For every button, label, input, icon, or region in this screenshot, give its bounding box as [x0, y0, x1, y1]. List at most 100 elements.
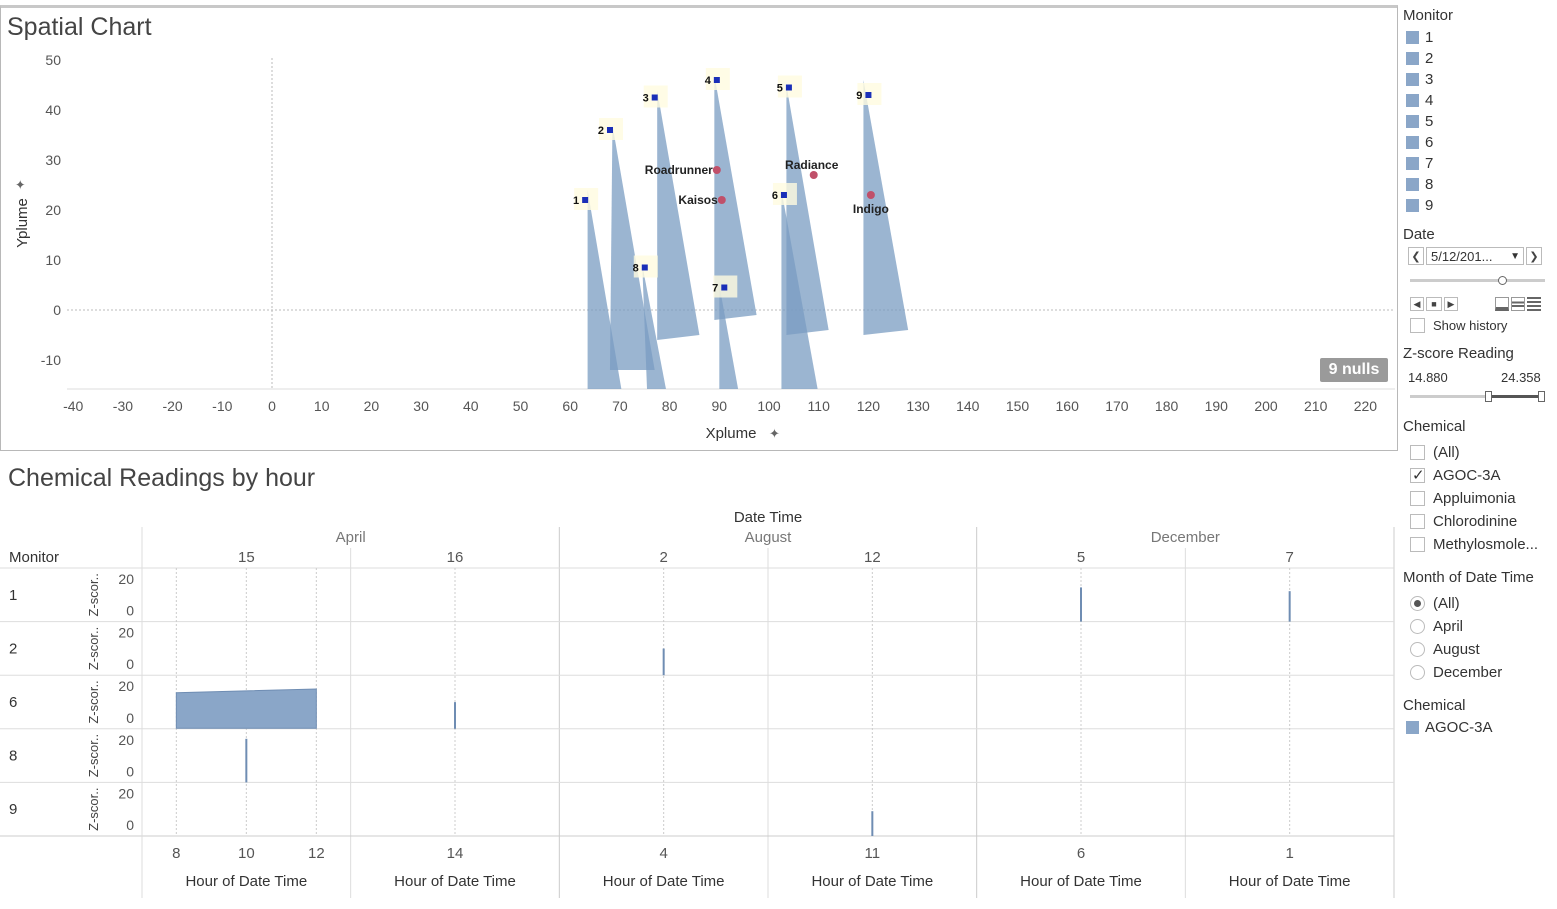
chemical-option-chlorodinine[interactable]: Chlorodinine [1410, 510, 1517, 532]
legend-swatch [1406, 51, 1419, 65]
play-back-button[interactable]: ◀ [1410, 297, 1424, 311]
factory-marker-kaisos[interactable] [717, 196, 726, 204]
row-label: 2 [9, 640, 17, 657]
y-axis-title: Yplume [14, 198, 31, 248]
monitor-marker-3[interactable] [651, 94, 658, 101]
nulls-badge[interactable]: 9 nulls [1320, 358, 1388, 382]
y-tick-label: 20 [118, 678, 134, 694]
month-option-august[interactable]: August [1410, 638, 1480, 660]
y-tick-label: 20 [45, 202, 61, 218]
plume-6[interactable] [781, 190, 818, 395]
date-slider-handle[interactable] [1498, 276, 1507, 285]
chemical-option-label: AGOC-3A [1433, 466, 1501, 484]
reading-area[interactable] [175, 688, 317, 729]
monitor-marker-7[interactable] [721, 284, 728, 291]
monitor-legend-item-1[interactable]: 1 [1406, 27, 1433, 47]
monitor-legend-item-8[interactable]: 8 [1406, 174, 1433, 194]
y-tick-label: 20 [118, 732, 134, 748]
plume-3[interactable] [657, 90, 700, 340]
plume-9[interactable] [863, 80, 909, 335]
month-option-december[interactable]: December [1410, 661, 1502, 683]
monitor-legend-item-4[interactable]: 4 [1406, 90, 1433, 110]
checkbox[interactable] [1410, 536, 1425, 552]
month-option--all-[interactable]: (All) [1410, 592, 1460, 614]
x-tick-label: 170 [1105, 398, 1129, 414]
x-tick-label: 200 [1254, 398, 1278, 414]
date-slider-track[interactable] [1410, 279, 1545, 282]
checkbox[interactable] [1410, 513, 1425, 529]
month-option-april[interactable]: April [1410, 615, 1463, 637]
monitor-legend-item-2[interactable]: 2 [1406, 48, 1433, 68]
monitor-legend-item-6[interactable]: 6 [1406, 132, 1433, 152]
monitor-legend-item-7[interactable]: 7 [1406, 153, 1433, 173]
plume-7[interactable] [719, 285, 739, 395]
plume-1[interactable] [587, 190, 623, 395]
monitor-marker-9[interactable] [865, 92, 872, 98]
monitor-marker-2[interactable] [606, 127, 613, 133]
chemical-option-agoc-3a[interactable]: AGOC-3A [1410, 464, 1501, 486]
stop-button[interactable]: ■ [1426, 297, 1442, 311]
monitor-legend-item-9[interactable]: 9 [1406, 195, 1433, 215]
date-control: ❮ 5/12/201... ▼ ❯ [1408, 246, 1546, 266]
y-tick-label: 0 [126, 603, 134, 619]
checkbox[interactable] [1410, 490, 1425, 506]
monitor-legend-label: 6 [1425, 133, 1434, 151]
monitor-legend-item-5[interactable]: 5 [1406, 111, 1433, 131]
chemical-option-methylosmole-[interactable]: Methylosmole... [1410, 533, 1538, 555]
checkbox[interactable] [1410, 466, 1425, 484]
show-history-box[interactable] [1410, 317, 1425, 333]
row-axis-label: Z-scor.. [86, 788, 101, 831]
chemical-option--all-[interactable]: (All) [1410, 441, 1460, 463]
chemical-option-label: Appluimonia [1433, 489, 1516, 507]
chemical-legend-item[interactable]: AGOC-3A [1406, 717, 1493, 737]
zscore-slider-min-handle[interactable] [1485, 391, 1492, 402]
show-history-checkbox[interactable]: Show history [1410, 314, 1507, 336]
month-filter-title: Month of Date Time [1403, 569, 1534, 586]
monitor-label: 2 [598, 125, 604, 137]
factory-marker-indigo[interactable] [866, 191, 875, 199]
date-value: 5/12/201... [1431, 248, 1493, 264]
legend-swatch [1406, 72, 1419, 86]
speed-medium-icon[interactable] [1511, 297, 1525, 311]
zscore-slider-track[interactable] [1410, 395, 1545, 398]
factory-label: Radiance [785, 158, 839, 172]
speed-controls [1495, 297, 1541, 311]
month-option-label: August [1433, 640, 1480, 658]
pin-icon: ✦ [769, 426, 780, 441]
factory-marker-radiance[interactable] [809, 171, 818, 179]
monitor-label: 3 [643, 93, 649, 105]
filter-sidebar: Monitor 1 2 3 4 5 6 7 8 9 Date ❮ 5/12/201... ▼ ❯… [1400, 0, 1557, 909]
checkbox[interactable] [1410, 444, 1425, 460]
x-tick-label: 90 [712, 398, 728, 414]
zscore-slider-max-handle[interactable] [1538, 391, 1545, 402]
monitor-legend-label: 7 [1425, 154, 1434, 172]
monitor-marker-8[interactable] [641, 264, 648, 271]
plume-8[interactable] [642, 265, 667, 395]
plume-2[interactable] [609, 125, 655, 370]
radio-button[interactable] [1410, 641, 1425, 657]
monitor-legend-item-3[interactable]: 3 [1406, 69, 1433, 89]
legend-swatch [1406, 30, 1419, 44]
x-tick-label: 120 [857, 398, 881, 414]
date-prev-button[interactable]: ❮ [1408, 247, 1424, 265]
speed-fast-icon[interactable] [1527, 297, 1541, 311]
speed-slow-icon[interactable] [1495, 297, 1509, 311]
radio-button[interactable] [1410, 595, 1425, 611]
x-axis-title: Hour of Date Time [185, 873, 307, 890]
monitor-header: Monitor [9, 549, 59, 566]
monitor-legend-label: 5 [1425, 112, 1434, 130]
chemical-option-appluimonia[interactable]: Appluimonia [1410, 487, 1516, 509]
monitor-marker-6[interactable] [780, 192, 787, 198]
radio-button[interactable] [1410, 664, 1425, 680]
plume-5[interactable] [786, 85, 829, 335]
monitor-marker-1[interactable] [582, 197, 589, 203]
monitor-marker-5[interactable] [785, 84, 792, 91]
date-next-button[interactable]: ❯ [1526, 247, 1542, 265]
play-forward-button[interactable]: ▶ [1444, 297, 1458, 311]
monitor-marker-4[interactable] [713, 77, 720, 83]
plume-4[interactable] [714, 75, 757, 320]
date-dropdown[interactable]: 5/12/201... ▼ [1426, 247, 1524, 265]
zscore-filter-title: Z-score Reading [1403, 345, 1514, 362]
factory-marker-roadrunner[interactable] [712, 166, 721, 174]
radio-button[interactable] [1410, 618, 1425, 634]
